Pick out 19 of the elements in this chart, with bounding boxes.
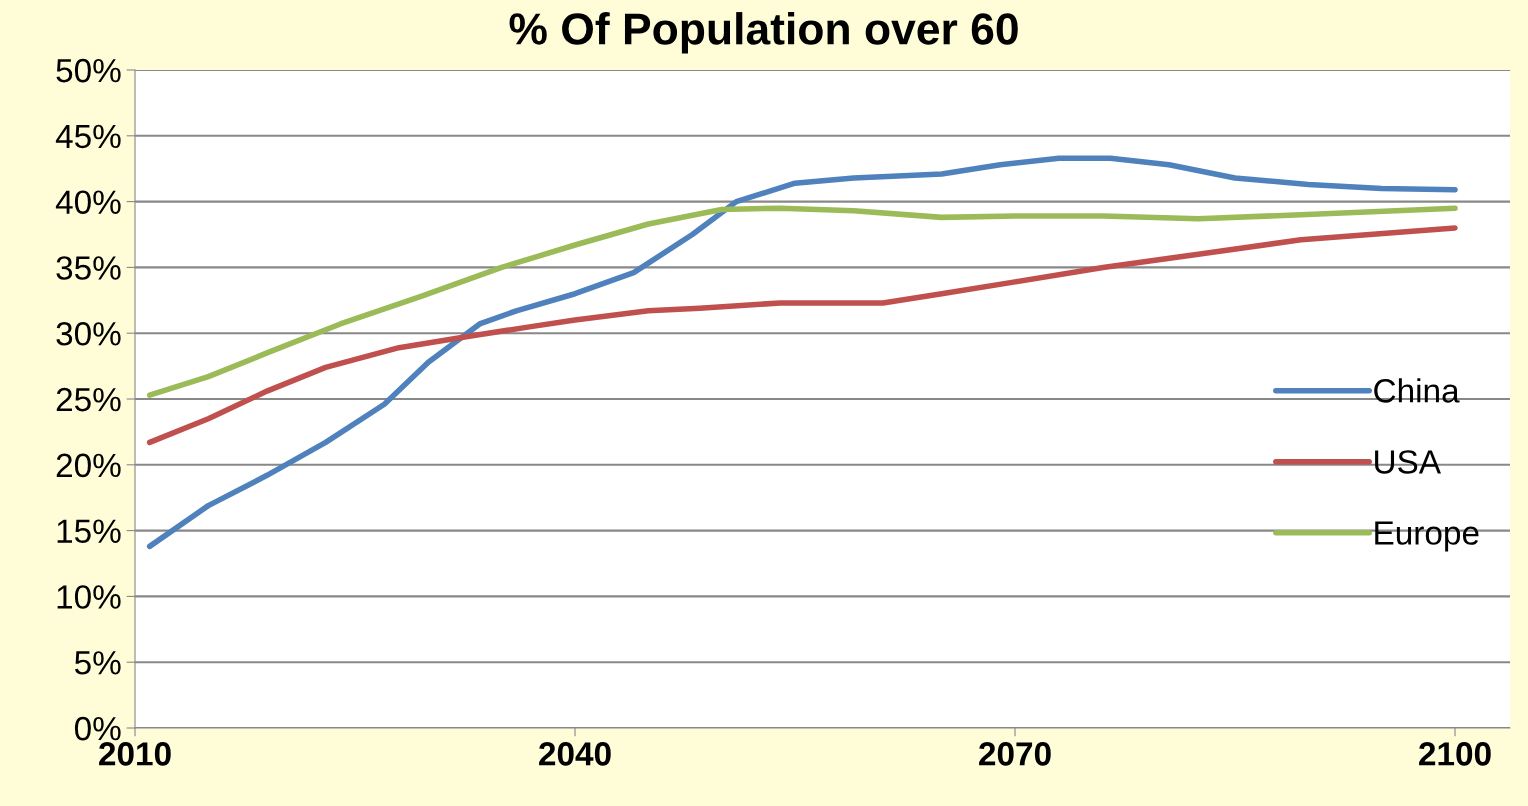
x-tick-label: 2070: [979, 742, 1051, 766]
y-tick-label: 35%: [56, 256, 121, 280]
legend-label: USA: [1375, 450, 1441, 474]
x-tick-label: 2100: [1419, 742, 1491, 766]
y-tick-label: 30%: [56, 322, 121, 346]
y-tick-label: 5%: [74, 651, 121, 675]
y-tick-label: 40%: [55, 190, 121, 215]
y-tick-label: 20%: [56, 453, 121, 478]
y-tick-label: 15%: [57, 519, 121, 544]
y-tick-label: 0%: [74, 716, 121, 741]
x-tick-label: 2010: [99, 742, 171, 766]
y-tick-label: 50%: [56, 58, 121, 83]
y-tick-label: 25%: [56, 387, 121, 412]
legend-label: Europe: [1375, 521, 1479, 552]
legend-label: China: [1374, 378, 1460, 403]
y-tick-label: 45%: [55, 124, 121, 149]
x-tick-label: 2040: [539, 742, 611, 766]
chart-title: % Of Population over 60: [509, 12, 1018, 54]
y-tick-label: 10%: [57, 585, 121, 609]
